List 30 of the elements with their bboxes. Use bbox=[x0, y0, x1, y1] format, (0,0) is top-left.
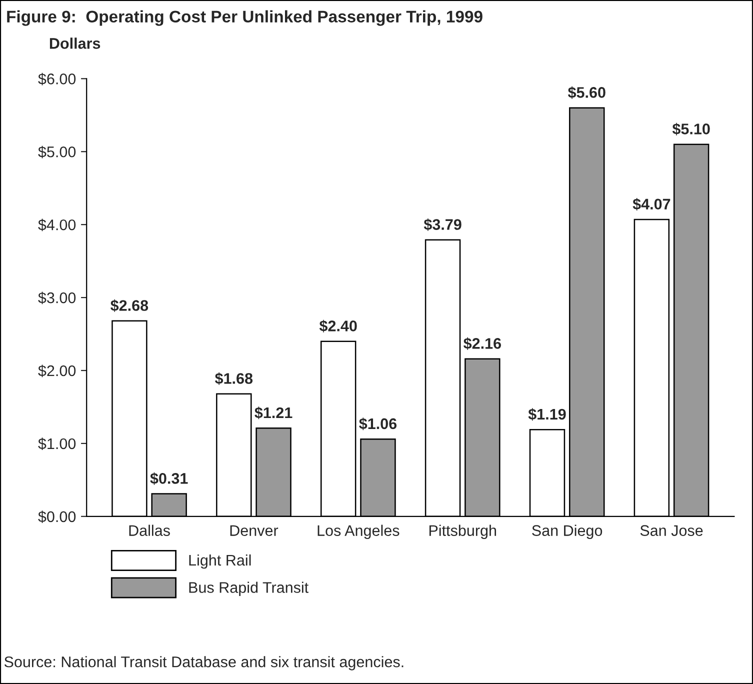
chart-title: Figure 9: Operating Cost Per Unlinked Passenger Trip, 1999 bbox=[7, 10, 482, 26]
data-label: $1.19 bbox=[528, 408, 566, 421]
x-tick-label: Pittsburgh bbox=[429, 524, 496, 539]
data-label: $2.68 bbox=[110, 299, 148, 312]
y-tick-label: $0.00 bbox=[38, 510, 76, 524]
data-label: $2.40 bbox=[319, 320, 357, 332]
legend-label: Bus Rapid Transit bbox=[189, 582, 308, 596]
x-tick-label: San Jose bbox=[640, 525, 703, 536]
data-label: $3.79 bbox=[424, 218, 462, 231]
source-note: Source: National Transit Database and six transit agencies. bbox=[4, 656, 404, 670]
data-label: $0.31 bbox=[150, 472, 188, 485]
data-label: $2.16 bbox=[464, 337, 501, 350]
x-tick-label: Los Angeles bbox=[318, 524, 400, 539]
y-tick-label: $4.00 bbox=[38, 218, 76, 232]
y-tick-label: $6.00 bbox=[38, 72, 76, 86]
y-tick-label: $1.00 bbox=[38, 438, 76, 450]
legend-label: Light Rail bbox=[189, 554, 251, 569]
y-tick-label: $5.00 bbox=[38, 146, 76, 158]
data-label: $1.21 bbox=[254, 406, 292, 420]
y-tick-label: $2.00 bbox=[38, 364, 76, 378]
data-label: $5.10 bbox=[672, 122, 710, 136]
x-tick-label: San Diego bbox=[532, 524, 602, 539]
y-axis-title: Dollars bbox=[50, 38, 100, 49]
x-tick-label: Dallas bbox=[129, 524, 170, 536]
data-label: $4.07 bbox=[632, 198, 670, 210]
data-label: $5.60 bbox=[568, 86, 606, 99]
data-label: $1.06 bbox=[359, 418, 397, 430]
y-tick-label: $3.00 bbox=[38, 292, 76, 304]
data-label: $1.68 bbox=[214, 372, 253, 385]
x-tick-label: Denver bbox=[230, 525, 278, 536]
